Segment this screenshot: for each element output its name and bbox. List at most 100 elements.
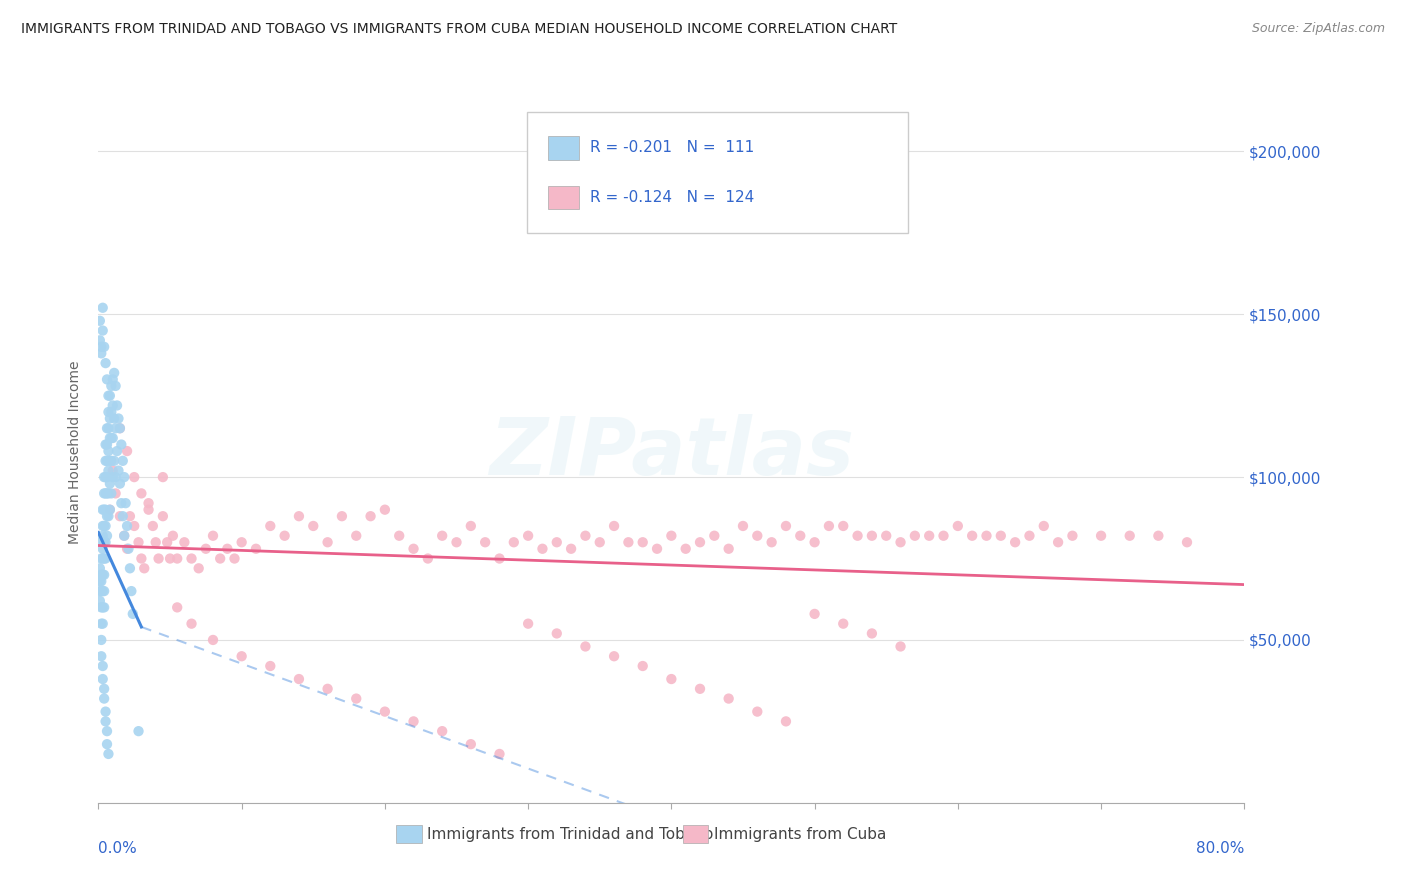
Y-axis label: Median Household Income: Median Household Income (69, 361, 83, 544)
Point (560, 541, 582, 556)
Point (689, 681, 711, 696)
Point (138, 502, 160, 516)
Point (803, 535, 825, 549)
Point (96, 529, 118, 543)
Point (94, 535, 117, 549)
Point (689, 535, 711, 549)
Point (121, 607, 143, 621)
Point (97, 747, 120, 761)
Point (107, 464, 129, 478)
Point (91, 301, 114, 315)
Point (875, 529, 897, 543)
Point (374, 502, 396, 516)
Point (148, 551, 170, 566)
Point (89, 334, 111, 348)
Text: Immigrants from Cuba: Immigrants from Cuba (714, 827, 886, 841)
Point (217, 541, 239, 556)
Point (661, 529, 683, 543)
Text: IMMIGRANTS FROM TRINIDAD AND TOBAGO VS IMMIGRANTS FROM CUBA MEDIAN HOUSEHOLD INC: IMMIGRANTS FROM TRINIDAD AND TOBAGO VS I… (21, 22, 897, 37)
Point (446, 535, 468, 549)
Point (990, 529, 1012, 543)
Point (120, 584, 142, 599)
Point (574, 640, 596, 654)
Point (100, 405, 122, 419)
Text: ZIPatlas: ZIPatlas (489, 414, 853, 491)
Point (101, 399, 124, 413)
Point (775, 714, 797, 729)
Point (517, 529, 540, 543)
Point (90, 616, 112, 631)
Text: Immigrants from Trinidad and Tobago: Immigrants from Trinidad and Tobago (427, 827, 714, 841)
Text: 0.0%: 0.0% (98, 841, 138, 856)
Point (90, 600, 112, 615)
Text: 80.0%: 80.0% (1197, 841, 1244, 856)
Point (91, 600, 114, 615)
Point (108, 421, 131, 435)
Point (128, 724, 150, 739)
Point (388, 529, 411, 543)
Point (117, 541, 139, 556)
Point (259, 659, 281, 673)
Point (90, 567, 112, 582)
Point (104, 379, 127, 393)
Point (96, 421, 118, 435)
Point (152, 509, 174, 524)
Point (546, 626, 568, 640)
Point (402, 714, 425, 729)
Point (288, 672, 311, 686)
Point (330, 509, 353, 524)
Point (904, 529, 927, 543)
Point (108, 476, 131, 491)
Point (104, 486, 127, 500)
Point (108, 421, 131, 435)
Point (91, 659, 114, 673)
Point (93, 600, 115, 615)
Point (94, 705, 117, 719)
Point (110, 496, 132, 510)
Point (93, 470, 115, 484)
Point (90, 574, 112, 589)
Point (90, 632, 112, 647)
Point (976, 529, 998, 543)
Point (259, 519, 281, 533)
Point (138, 496, 160, 510)
Point (97, 405, 120, 419)
Point (430, 529, 453, 543)
Point (832, 519, 855, 533)
Point (103, 454, 125, 468)
Point (273, 529, 295, 543)
Point (91, 529, 114, 543)
Point (531, 541, 554, 556)
Point (90, 584, 112, 599)
Point (94, 356, 117, 370)
Point (112, 529, 135, 543)
Point (97, 421, 120, 435)
Point (103, 366, 125, 380)
Point (93, 340, 115, 354)
Point (224, 551, 246, 566)
Point (747, 705, 769, 719)
Point (180, 551, 202, 566)
Point (131, 486, 153, 500)
Point (316, 535, 339, 549)
Point (94, 502, 117, 516)
Point (90, 340, 112, 354)
Point (316, 681, 339, 696)
Point (502, 535, 524, 549)
Point (717, 541, 740, 556)
Point (231, 649, 253, 664)
Point (416, 551, 439, 566)
Point (546, 535, 568, 549)
Point (93, 486, 115, 500)
Point (101, 372, 124, 386)
Point (105, 399, 128, 413)
Point (1004, 535, 1026, 549)
Point (344, 691, 367, 706)
Point (675, 541, 697, 556)
Point (131, 551, 153, 566)
Point (288, 509, 311, 524)
Point (112, 529, 135, 543)
Point (918, 529, 941, 543)
Point (91, 541, 114, 556)
Point (474, 535, 496, 549)
